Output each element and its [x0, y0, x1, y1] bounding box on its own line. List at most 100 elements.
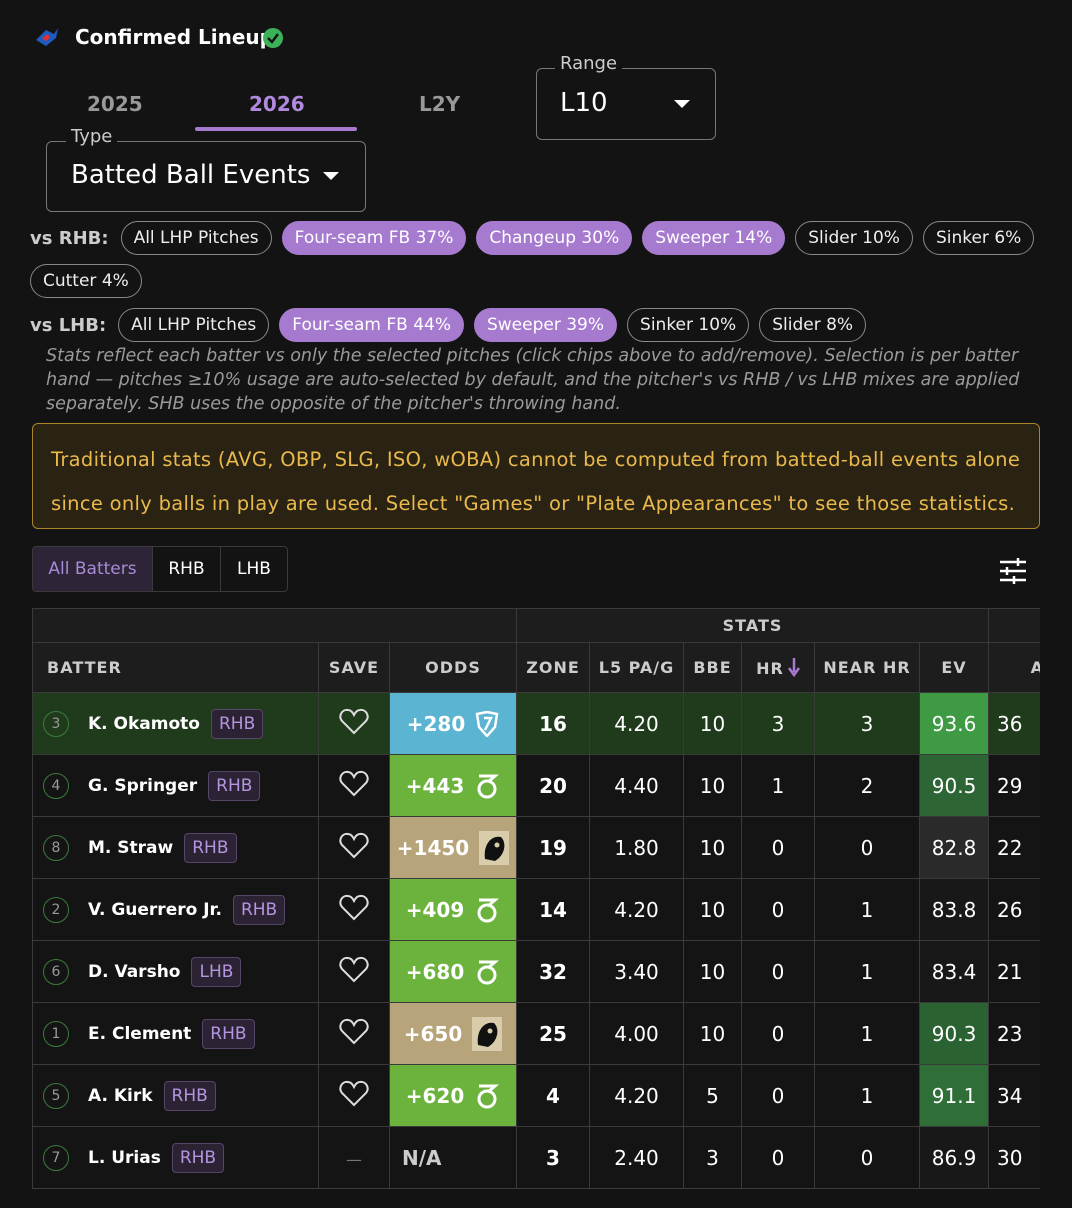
hr-cell: 0 — [741, 816, 816, 879]
row[interactable]: 1 E. Clement RHB +650 25 4.00 10 0 1 90.3 23 — [32, 1002, 1040, 1065]
chip[interactable]: Slider 10% — [795, 221, 913, 255]
filter[interactable]: RHB — [152, 547, 220, 591]
bbe-cell: 10 — [683, 940, 743, 1003]
dropdown-arrow — [674, 100, 690, 108]
heart-icon[interactable] — [339, 769, 369, 797]
save-cell[interactable] — [318, 1002, 390, 1065]
hr: 0 — [771, 835, 785, 860]
chip[interactable]: Cutter 4% — [30, 264, 142, 298]
odds-cell[interactable]: +650 — [388, 1002, 518, 1065]
bbe-cell: 10 — [683, 1002, 743, 1065]
row[interactable]: 2 V. Guerrero Jr. RHB +409 14 4.20 10 0 1 83.8 26 — [32, 878, 1040, 941]
save-cell[interactable] — [318, 816, 390, 879]
zone: 14 — [539, 897, 567, 922]
chip[interactable]: Sinker 10% — [627, 308, 750, 342]
save-cell[interactable] — [318, 940, 390, 1003]
player-name: A. Kirk — [88, 1085, 153, 1106]
chip[interactable]: Sinker 6% — [922, 221, 1035, 255]
column-label: AVG — [1031, 658, 1040, 677]
rhb-chips: vs RHB: All LHP Pitches Four-seam FB 37% Ch… — [30, 221, 1040, 298]
chip[interactable]: Changeup 30% — [476, 221, 633, 255]
zone: 4 — [546, 1083, 560, 1108]
bbe-cell: 5 — [683, 1064, 743, 1127]
save-cell[interactable] — [318, 754, 390, 817]
bbe: 10 — [699, 773, 726, 798]
heart-icon[interactable] — [339, 707, 369, 735]
bbe-cell: 10 — [683, 816, 743, 879]
l5-cell: 4.40 — [589, 754, 685, 817]
hr-cell: 0 — [741, 940, 816, 1003]
chip[interactable]: Sweeper 39% — [473, 308, 618, 342]
heart-icon[interactable] — [339, 1079, 369, 1107]
odds-cell[interactable]: +409 — [388, 878, 518, 941]
row[interactable]: 6 D. Varsho LHB +680 32 3.40 10 0 1 83.4 21 — [32, 940, 1040, 1003]
tab[interactable]: L2Y — [419, 92, 461, 116]
bbe: 10 — [699, 897, 726, 922]
avg: 34 — [997, 1083, 1023, 1108]
row[interactable]: 7 L. Urias RHB — N/A 3 2.40 3 0 0 86.9 30 — [32, 1126, 1040, 1189]
save-cell[interactable] — [318, 1064, 390, 1127]
ev-cell: 83.8 — [919, 878, 990, 941]
odds-cell[interactable]: +280 — [388, 692, 518, 755]
save-cell[interactable]: — — [318, 1126, 390, 1189]
odds-cell[interactable]: +443 — [388, 754, 518, 817]
odds-cell[interactable]: +620 — [388, 1064, 518, 1127]
row[interactable]: 5 A. Kirk RHB +620 4 4.20 5 0 1 91.1 34 — [32, 1064, 1040, 1127]
heart-icon[interactable] — [339, 831, 369, 859]
title: Confirmed Lineup — [75, 25, 274, 49]
odds-cell[interactable]: +1450 — [388, 816, 518, 879]
heart-icon[interactable] — [339, 1017, 369, 1045]
ev: 91.1 — [931, 1083, 977, 1108]
filter[interactable]: All Batters — [33, 547, 152, 591]
avg-cell: 29 — [988, 754, 1040, 817]
row[interactable]: 4 G. Springer RHB +443 20 4.40 10 1 2 90.5 29 — [32, 754, 1040, 817]
hand-badge: RHB — [208, 770, 261, 801]
near-hr: 1 — [860, 1021, 874, 1046]
tab[interactable]: 2025 — [87, 92, 143, 116]
heart-icon[interactable] — [339, 893, 369, 921]
ev-cell: 83.4 — [919, 940, 990, 1003]
warning: Traditional stats (AVG, OBP, SLG, ISO, w… — [32, 423, 1040, 529]
range-value: L10 — [560, 88, 608, 118]
row[interactable]: 3 K. Okamoto RHB +280 16 4.20 10 3 3 93.6 36 — [32, 692, 1040, 755]
heart-icon[interactable] — [339, 955, 369, 983]
chip[interactable]: All LHP Pitches — [120, 221, 272, 255]
order-badge: 4 — [43, 772, 69, 799]
column-label: ODDS — [425, 658, 481, 677]
ev: 83.8 — [931, 897, 977, 922]
column-label: L5 PA/G — [598, 658, 675, 677]
order-badge: 1 — [43, 1020, 69, 1047]
odds-cell[interactable]: N/A — [388, 1126, 518, 1189]
ev: 86.9 — [931, 1145, 977, 1170]
range-select[interactable] — [536, 68, 716, 140]
settings-icon[interactable] — [998, 557, 1028, 585]
near-hr: 1 — [860, 1083, 874, 1108]
zone-cell: 16 — [516, 692, 591, 755]
bbe: 10 — [699, 959, 726, 984]
l5-cell: 4.20 — [589, 692, 685, 755]
type-select[interactable] — [46, 141, 366, 212]
chip[interactable]: Four-seam FB 44% — [279, 308, 464, 342]
filter[interactable]: LHB — [220, 547, 287, 591]
chip[interactable]: Four-seam FB 37% — [281, 221, 467, 255]
lineup-table: STATS BATTER SAVE ODDS ZONE L5 PA/G BBE HR NEAR… — [32, 608, 1040, 1189]
row[interactable]: 8 M. Straw RHB +1450 19 1.80 10 0 0 82.8 22 — [32, 816, 1040, 879]
bbe: 10 — [699, 1021, 726, 1046]
ev-cell: 90.3 — [919, 1002, 990, 1065]
chip[interactable]: Slider 8% — [759, 308, 867, 342]
order-badge: 5 — [43, 1082, 69, 1109]
odds-cell[interactable]: +680 — [388, 940, 518, 1003]
bbe: 5 — [706, 1083, 719, 1108]
book-icon — [477, 960, 500, 984]
chip[interactable]: Sweeper 14% — [642, 221, 786, 255]
near-hr-cell: 1 — [814, 940, 921, 1003]
save-cell[interactable] — [318, 878, 390, 941]
tab[interactable]: 2026 — [249, 92, 305, 116]
chip[interactable]: All LHP Pitches — [118, 308, 270, 342]
zone: 16 — [539, 711, 567, 736]
hand-badge: LHB — [191, 956, 242, 987]
note: Stats reflect each batter vs only the se… — [46, 346, 1020, 414]
near-hr: 1 — [860, 959, 874, 984]
save-cell[interactable] — [318, 692, 390, 755]
